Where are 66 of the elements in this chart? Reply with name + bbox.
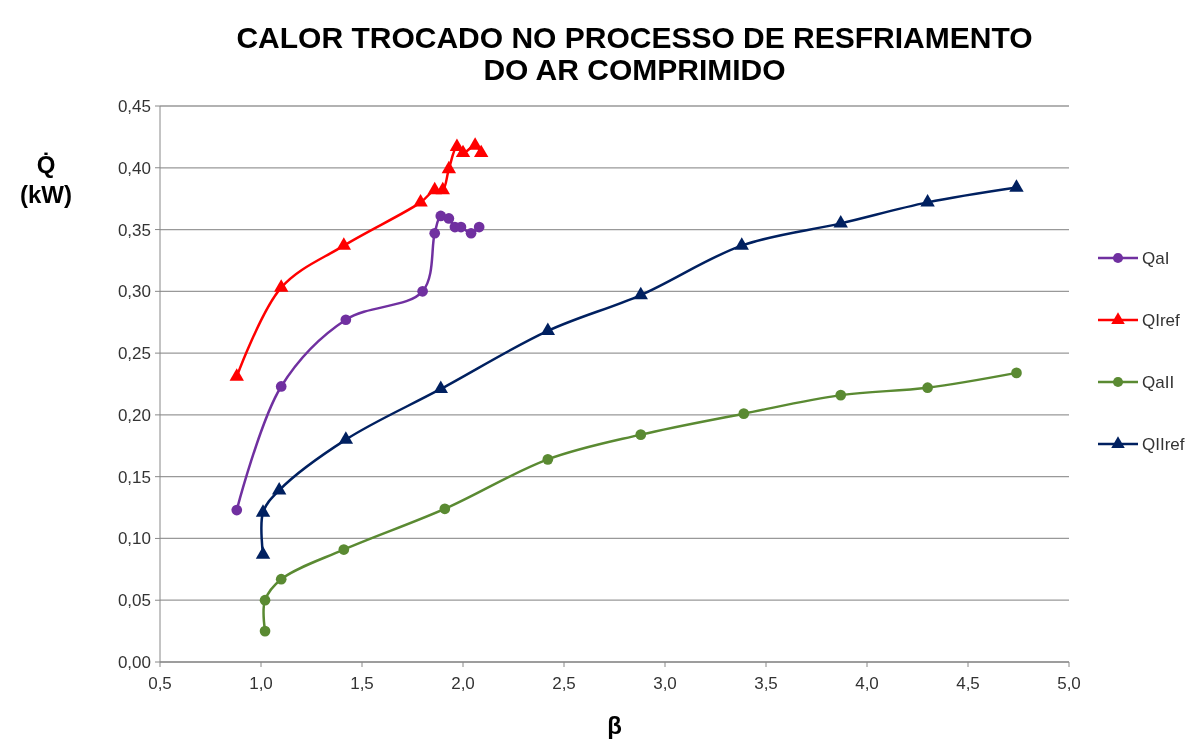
point	[738, 408, 750, 419]
point	[435, 181, 451, 195]
point	[542, 454, 554, 465]
point	[920, 194, 935, 207]
point	[231, 504, 243, 516]
point	[255, 504, 271, 517]
point	[833, 215, 848, 228]
y-tick-label: 0,05	[117, 591, 151, 611]
point	[433, 380, 448, 394]
chart-title: CALOR TROCADO NO PROCESSO DE RESFRIAMENTO DO AR COMPRIMIDO	[236, 21, 1033, 86]
x-tick-label: 4,5	[956, 674, 980, 693]
point	[633, 286, 648, 300]
point	[229, 368, 244, 381]
legend-label: QIIref	[1142, 435, 1185, 454]
point	[338, 431, 354, 444]
x-tick-label: 2,0	[451, 674, 475, 693]
point	[922, 382, 933, 394]
y-tick-label: 0,10	[117, 529, 151, 549]
point	[635, 429, 647, 440]
y-tick-label: 0,25	[117, 344, 151, 364]
x-tick-label: 1,5	[350, 674, 374, 693]
point	[465, 227, 477, 239]
point	[417, 285, 428, 297]
legend-label: QaI	[1142, 249, 1170, 268]
point	[734, 237, 749, 250]
point	[455, 144, 471, 158]
legend-label: QIref	[1142, 311, 1181, 330]
point	[259, 594, 271, 606]
point	[1011, 367, 1022, 379]
point	[467, 137, 483, 150]
x-tick-label: 3,5	[754, 674, 778, 693]
y-tick-label: 0,30	[117, 282, 151, 302]
y-tick-label: 0,20	[117, 405, 151, 425]
y-axis-title: Q̇ (kW)	[20, 151, 72, 208]
point	[473, 221, 485, 233]
x-tick-label: 0,5	[148, 674, 172, 693]
legend-label: QaII	[1142, 373, 1175, 392]
point	[540, 322, 556, 336]
y-tick-label: 0,40	[117, 158, 151, 178]
point	[273, 279, 289, 292]
point	[413, 194, 428, 207]
point	[340, 314, 352, 326]
point	[439, 503, 451, 515]
x-tick-label: 5,0	[1057, 674, 1081, 693]
x-tick-label: 3,0	[653, 674, 677, 693]
y-tick-label: 0,15	[117, 467, 151, 487]
x-axis-title: β	[607, 712, 622, 739]
point	[473, 144, 489, 158]
point	[441, 160, 457, 174]
point	[338, 544, 350, 555]
point	[835, 389, 847, 401]
point	[255, 546, 271, 559]
point	[259, 625, 271, 637]
point	[275, 381, 287, 392]
point	[1009, 179, 1024, 192]
x-tick-label: 2,5	[552, 674, 576, 693]
x-tick-label: 1,0	[249, 674, 273, 693]
point	[443, 213, 455, 224]
point	[429, 227, 441, 239]
y-tick-label: 0,00	[117, 653, 151, 672]
point	[275, 573, 287, 585]
x-tick-label: 4,0	[855, 674, 879, 693]
y-tick-label: 0,45	[117, 97, 151, 116]
point	[336, 237, 352, 250]
point	[271, 481, 287, 495]
y-tick-label: 0,35	[117, 220, 151, 240]
